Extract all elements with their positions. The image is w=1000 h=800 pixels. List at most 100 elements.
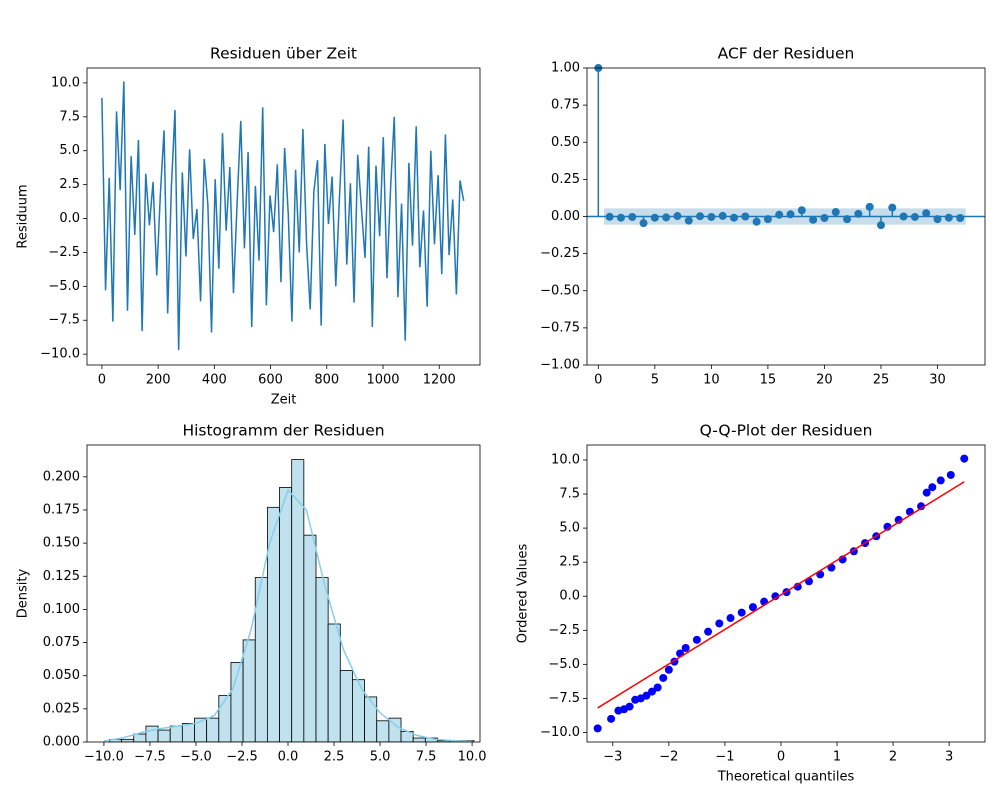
histogram-bar [133, 733, 147, 742]
stem-marker [854, 209, 863, 218]
y-tick-label: −10.0 [40, 347, 80, 362]
y-tick-label: −2.5 [48, 245, 80, 260]
stem-marker [616, 213, 625, 222]
panel-title: Q-Q-Plot der Residuen [700, 422, 873, 440]
histogram-bar [352, 679, 365, 742]
x-tick-label: −7.5 [134, 750, 166, 765]
plot-area [587, 68, 985, 226]
histogram-bar [218, 695, 232, 742]
scatter-point [936, 476, 945, 485]
axes-frame [86, 444, 481, 743]
scatter-point [648, 687, 657, 696]
y-tick-label: −5.0 [548, 657, 580, 672]
y-tick-label: 0.0 [559, 589, 580, 604]
kde-line [103, 488, 473, 742]
stem-marker [752, 217, 761, 226]
scatter-point [653, 683, 662, 692]
scatter-point [917, 502, 926, 511]
scatter-point [692, 635, 701, 644]
histogram-bar [145, 725, 159, 742]
x-tick-label: 0 [594, 373, 602, 388]
stem-marker [888, 203, 897, 212]
stem-marker [639, 219, 648, 228]
histogram-bar [181, 723, 195, 742]
x-tick-label: −2 [659, 750, 678, 765]
stem-marker [865, 202, 874, 211]
histogram-bar [303, 534, 317, 742]
y-tick-label: 0.075 [43, 635, 80, 650]
stem-marker [775, 210, 784, 219]
scatter-point [793, 582, 802, 591]
axes-frame [586, 444, 986, 743]
stem-marker [707, 212, 716, 221]
y-tick-label: 0.175 [43, 502, 80, 517]
scatter-point [771, 592, 780, 601]
x-tick-label: 30 [929, 373, 946, 388]
x-tick-label: 15 [760, 373, 777, 388]
y-tick-label: −0.25 [540, 246, 580, 261]
scatter-point [681, 643, 690, 652]
y-tick-label: 7.5 [559, 487, 580, 502]
y-tick-label: 2.5 [559, 555, 580, 570]
stem-marker [933, 215, 942, 224]
histogram-bar [376, 720, 390, 742]
scatter-point [715, 619, 724, 628]
y-tick-label: 0.50 [551, 135, 580, 150]
x-axis-label: Zeit [271, 393, 297, 408]
y-tick-label: 10.0 [551, 452, 580, 467]
y-tick-label: 0.100 [43, 602, 80, 617]
stem-marker [696, 212, 705, 221]
scatter-point [664, 665, 673, 674]
series-line [101, 81, 465, 351]
y-axis-label: Ordered Values [516, 544, 531, 644]
x-axis-label: Theoretical quantiles [717, 770, 855, 785]
x-tick-label: 2.5 [324, 750, 345, 765]
y-tick-label: 0.125 [43, 569, 80, 584]
x-tick-label: 7.5 [416, 750, 437, 765]
x-tick-label: 20 [816, 373, 833, 388]
stem-marker [650, 213, 659, 222]
x-tick-label: 1200 [423, 373, 456, 388]
x-tick-label: −5.0 [180, 750, 212, 765]
y-tick-label: −1.00 [540, 358, 580, 373]
panel-title: ACF der Residuen [718, 45, 855, 63]
y-tick-label: 0.150 [43, 536, 80, 551]
plot-area [103, 459, 475, 742]
scatter-point [704, 627, 713, 636]
scatter-point [748, 603, 757, 612]
histogram-bar [206, 717, 220, 742]
x-tick-label: 400 [202, 373, 227, 388]
stem-marker [944, 213, 953, 222]
y-tick-label: −10.0 [540, 725, 580, 740]
stem-marker [605, 212, 614, 221]
x-tick-label: 2 [889, 750, 897, 765]
stem-marker [729, 213, 738, 222]
x-tick-label: −10.0 [84, 750, 124, 765]
scatter-point [625, 702, 634, 711]
histogram-bar [242, 639, 256, 742]
scatter-point [726, 614, 735, 623]
y-tick-label: 1.00 [551, 61, 580, 76]
scatter-point [659, 673, 668, 682]
x-tick-label: 5.0 [370, 750, 391, 765]
stem-marker [831, 208, 840, 217]
histogram-bar [169, 725, 183, 742]
fit-line [597, 481, 965, 709]
panel: 0 5 10 15 20 25 30 −1.00 −0.75 −0.50 −0.25 0.00 0.25… [540, 45, 986, 388]
panel: 0 200 400 600 800 1000 1200 −10.0 −7.5 −5.0 −2.5 0.… [16, 45, 481, 408]
histogram-bar [412, 737, 426, 742]
y-tick-label: −0.75 [540, 320, 580, 335]
stem-marker [763, 215, 772, 224]
y-axis-label: Residuum [16, 184, 31, 248]
stem-marker [899, 212, 908, 221]
y-tick-label: 0.025 [43, 701, 80, 716]
x-tick-label: 0.0 [278, 750, 299, 765]
y-tick-label: 0.000 [43, 735, 80, 750]
stem-marker [628, 212, 637, 221]
stem-marker [662, 213, 671, 222]
scatter-point [894, 515, 903, 524]
scatter-point [593, 724, 602, 733]
x-tick-label: 10.0 [458, 750, 487, 765]
stem-marker [820, 213, 829, 222]
